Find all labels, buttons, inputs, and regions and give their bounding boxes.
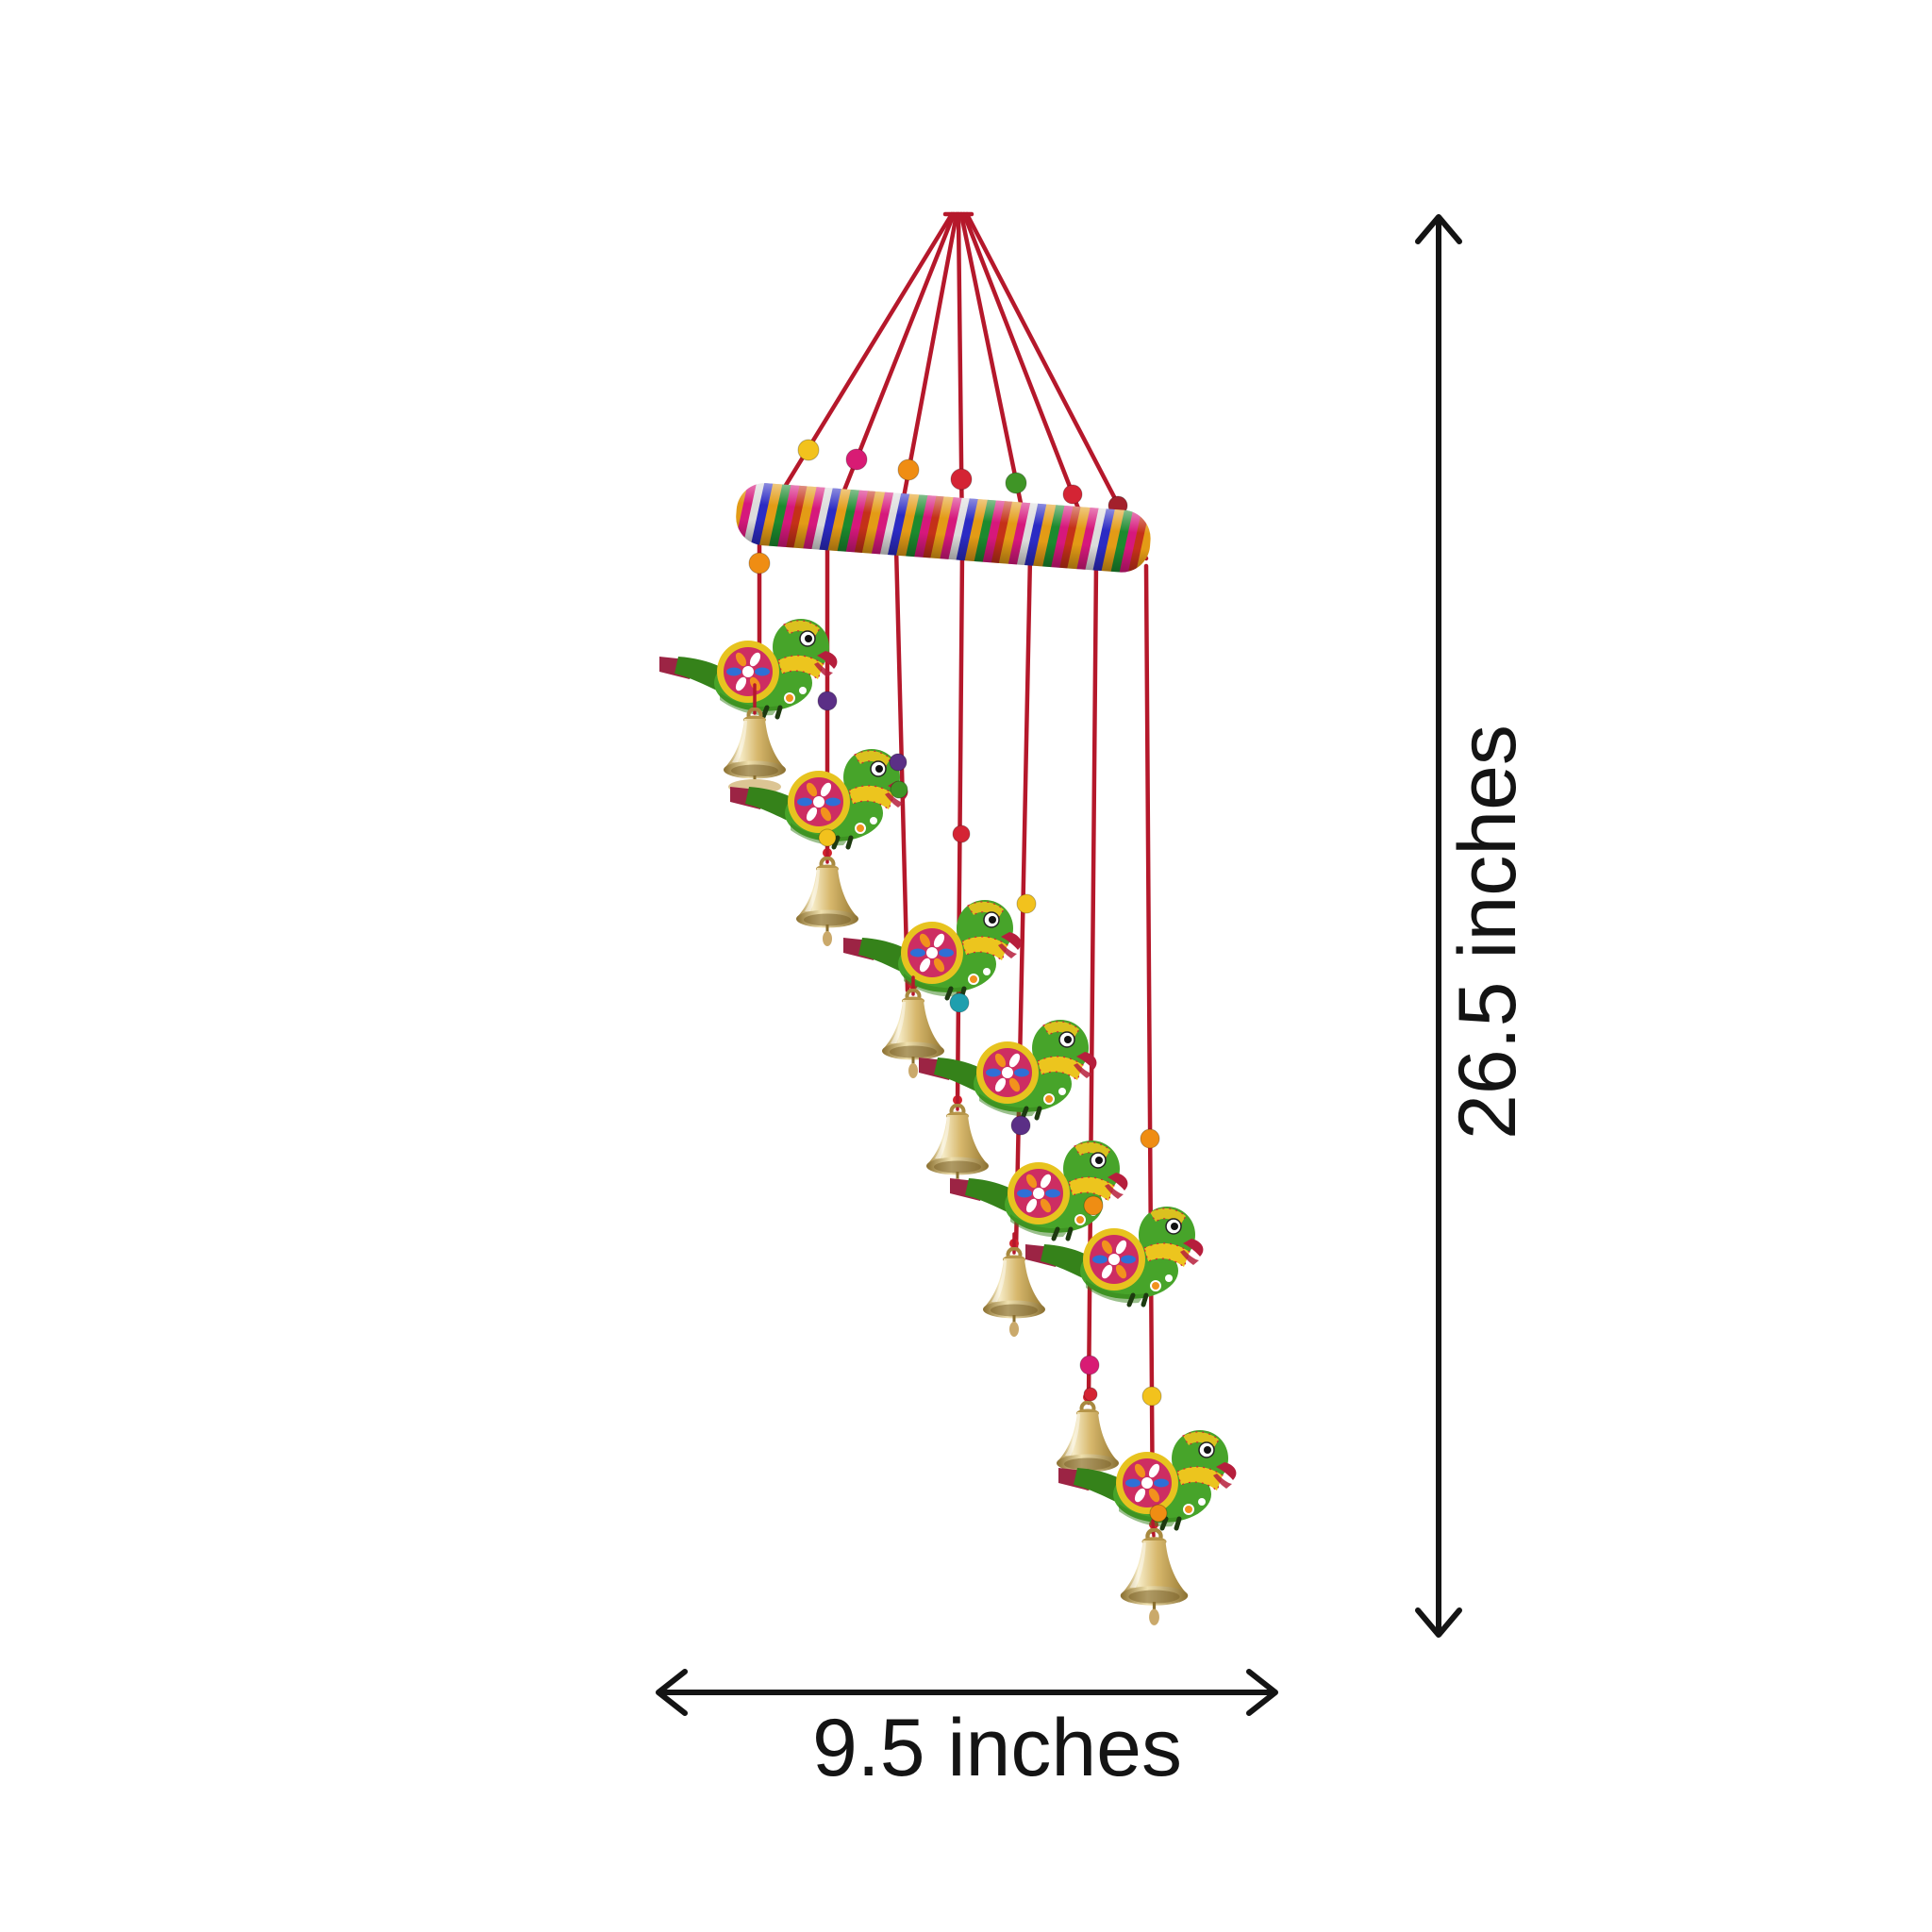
bell-7 <box>1121 1530 1189 1625</box>
dimension-arrow-vertical <box>1415 214 1462 1638</box>
hanging-strings <box>757 535 1156 1535</box>
width-dimension-label: 9.5 inches <box>811 1703 1183 1793</box>
dimension-arrow-horizontal <box>656 1669 1278 1716</box>
height-dimension-label: 26.5 inches <box>1442 724 1533 1140</box>
upper-beads <box>797 439 1128 516</box>
chain-3 <box>843 900 1021 1079</box>
parrot-1 <box>659 619 837 717</box>
lower-beads <box>817 691 1168 1523</box>
chain-5 <box>950 1141 1127 1338</box>
parrot-3 <box>843 900 1021 998</box>
bell-2 <box>794 857 860 947</box>
striped-rod <box>736 483 1151 573</box>
chain-4 <box>919 1020 1096 1194</box>
chain-1 <box>659 552 837 798</box>
chain-7 <box>1058 1430 1236 1625</box>
parrot-4 <box>919 1020 1096 1118</box>
hanger-strings <box>757 211 1149 561</box>
